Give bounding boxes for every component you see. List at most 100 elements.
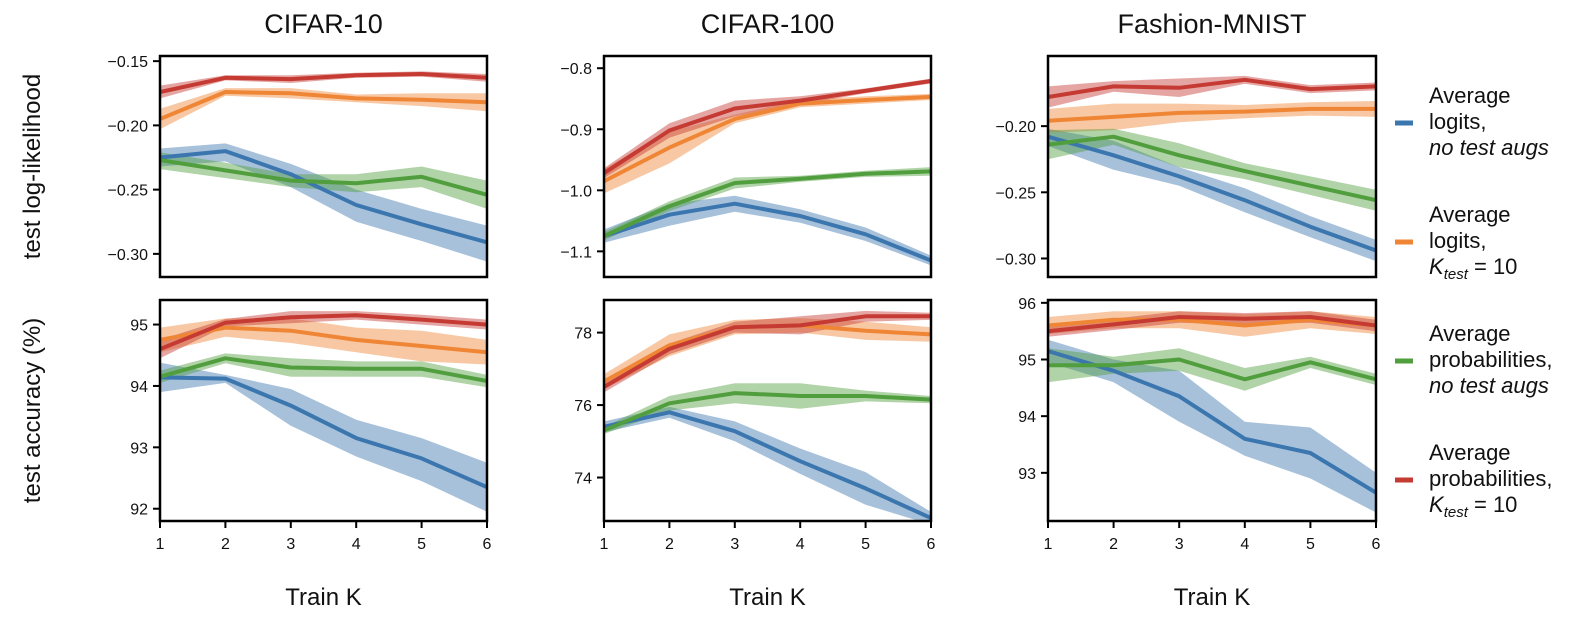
legend-line3: Ktest = 10 (1429, 492, 1517, 521)
x-tick-label: 3 (730, 536, 739, 553)
x-tick-label: 5 (417, 536, 426, 553)
line-probs_no_aug (1048, 134, 1376, 203)
x-tick-label: 3 (286, 536, 295, 553)
panel-title: CIFAR-100 (701, 9, 835, 39)
legend-line2: logits, (1429, 228, 1486, 253)
line-logits_no_aug (1048, 349, 1376, 495)
band-logits_k10 (604, 318, 931, 389)
y-tick-label: 95 (130, 318, 148, 335)
panel-3: −0.20 −0.25 −0.30 Fashion-MNIST (996, 9, 1378, 279)
x-tick-label: 2 (1109, 536, 1118, 553)
line-logits_k10 (1048, 106, 1376, 123)
line-probs_no_aug (604, 169, 931, 238)
line-logits_k10 (160, 90, 487, 121)
legend-line3-italic: no test augs (1429, 135, 1549, 160)
plot-area (160, 311, 487, 512)
y-axis-label: test accuracy (%) (19, 318, 46, 503)
legend-line2: logits, (1429, 109, 1486, 134)
x-tick-label: 5 (861, 536, 870, 553)
y-tick-label: 96 (1018, 296, 1036, 313)
panel-6: 93 94 95 96 1 2 3 4 5 6 Train K (1018, 296, 1380, 611)
line-probs_no_aug (160, 356, 487, 383)
y-tick-label: 93 (130, 440, 148, 457)
line-probs_no_aug (604, 391, 931, 433)
x-tick-label: 2 (221, 536, 230, 553)
band-probs_no_aug (1048, 128, 1376, 211)
legend-line3-italic: K (1429, 492, 1445, 517)
panel-title: Fashion-MNIST (1117, 9, 1306, 39)
axes-frame (602, 54, 933, 279)
x-axis-label: Train K (1174, 584, 1250, 611)
y-tick-label: −0.15 (108, 54, 149, 71)
axes-frame (1046, 298, 1378, 523)
legend-line1: Average (1429, 83, 1511, 108)
panel-1: −0.15 −0.20 −0.25 −0.30 CIFAR-10 test log-lik… (19, 9, 489, 279)
axes-frame (602, 298, 933, 523)
axes-frame (1046, 54, 1378, 279)
band-logits_no_aug (1048, 339, 1376, 513)
line-logits_no_aug (604, 410, 931, 520)
x-tick-label: 1 (1044, 536, 1053, 553)
y-tick-label: −0.20 (996, 119, 1037, 136)
line-logits_no_aug (160, 149, 487, 245)
line-logits_no_aug (604, 201, 931, 263)
line-probs_k10 (1048, 315, 1376, 334)
band-probs_k10 (1048, 75, 1376, 108)
legend-line3-subscript: test (1444, 266, 1469, 283)
legend-line3: no test augs (1429, 373, 1549, 398)
y-tick-label: −1.0 (560, 183, 592, 200)
plot-area (604, 78, 931, 266)
line-probs_k10 (604, 314, 931, 389)
line-logits_k10 (1048, 317, 1376, 328)
band-logits_no_aug (604, 406, 931, 521)
y-axis-label: test log-likelihood (19, 74, 46, 259)
y-tick-label: −0.8 (560, 61, 592, 78)
axes-frame (158, 54, 489, 279)
y-tick-label: 95 (1018, 353, 1036, 370)
band-logits_k10 (604, 93, 931, 194)
legend-line3-italic: K (1429, 254, 1445, 279)
y-tick-label: 93 (1018, 466, 1036, 483)
panel-title: CIFAR-10 (264, 9, 383, 39)
line-probs_k10 (160, 313, 487, 351)
x-tick-label: 6 (1372, 536, 1381, 553)
band-logits_no_aug (160, 362, 487, 512)
line-logits_no_aug (1048, 134, 1376, 253)
line-probs_k10 (1048, 77, 1376, 99)
x-tick-label: 4 (1240, 536, 1249, 553)
y-tick-label: 92 (130, 502, 148, 519)
legend-line1: Average (1429, 440, 1511, 465)
y-tick-label: 78 (574, 326, 592, 343)
legend-line1: Average (1429, 321, 1511, 346)
y-tick-label: −0.25 (996, 185, 1037, 202)
x-axis-label: Train K (285, 584, 361, 611)
plot-area (1048, 311, 1376, 513)
plot-area (604, 310, 931, 521)
plot-area (160, 71, 487, 262)
y-tick-label: 74 (574, 471, 592, 488)
x-tick-label: 1 (156, 536, 165, 553)
x-tick-label: 1 (600, 536, 609, 553)
legend-line1: Average (1429, 202, 1511, 227)
y-tick-label: −0.20 (108, 118, 149, 135)
legend-line3: Ktest = 10 (1429, 254, 1517, 283)
x-tick-label: 4 (352, 536, 361, 553)
y-tick-label: −0.25 (108, 183, 149, 200)
y-tick-label: 76 (574, 398, 592, 415)
band-logits_no_aug (160, 143, 487, 262)
axes-frame (158, 298, 489, 523)
line-probs_k10 (160, 72, 487, 94)
legend-line2: probabilities, (1429, 347, 1553, 372)
y-tick-label: −0.9 (560, 122, 592, 139)
line-probs_no_aug (160, 158, 487, 197)
panel-4: 92 93 94 95 1 2 3 4 5 6 Train K test accuracy (%) (19, 298, 492, 611)
band-probs_k10 (604, 78, 931, 179)
legend-line3-normal: = 10 (1468, 492, 1518, 517)
line-logits_k10 (604, 94, 931, 183)
x-tick-label: 6 (483, 536, 492, 553)
x-tick-label: 6 (927, 536, 936, 553)
